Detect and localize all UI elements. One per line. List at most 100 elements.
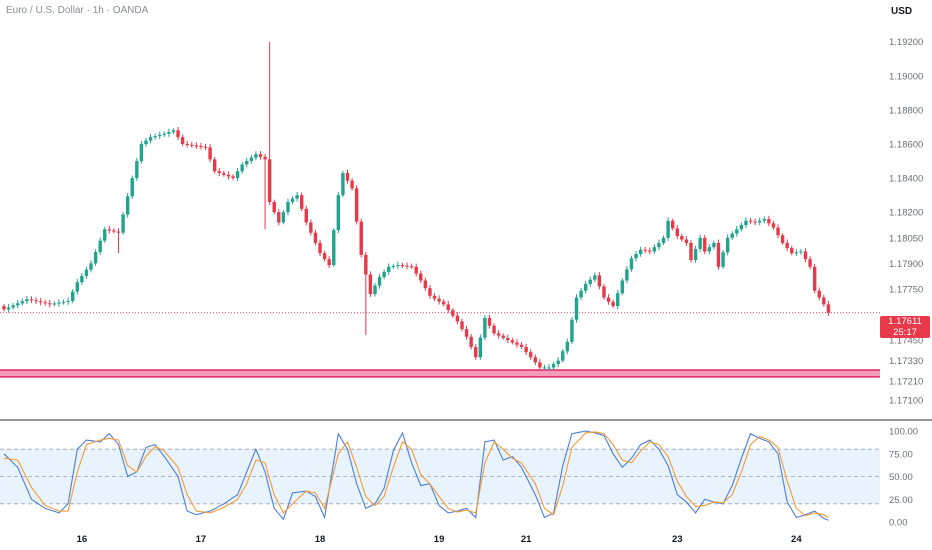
candle bbox=[245, 157, 249, 168]
candle bbox=[309, 219, 313, 236]
time-axis: 16 17 18 19 21 23 24 bbox=[77, 534, 803, 545]
candle-body bbox=[643, 249, 647, 251]
candle-body bbox=[75, 282, 79, 292]
candle-body bbox=[66, 300, 70, 302]
candle-body bbox=[185, 144, 189, 145]
candle bbox=[25, 296, 29, 305]
price-tick-label: 1.17330 bbox=[889, 356, 923, 367]
candle-body bbox=[176, 130, 180, 138]
candle-body bbox=[771, 223, 776, 228]
candle bbox=[725, 234, 730, 256]
candle-body bbox=[190, 144, 194, 146]
candle bbox=[130, 175, 134, 199]
candle-body bbox=[180, 137, 185, 144]
candle-body bbox=[648, 250, 652, 252]
candle bbox=[478, 334, 483, 361]
candle-body bbox=[43, 302, 47, 304]
candle bbox=[556, 357, 560, 368]
candle-body bbox=[588, 279, 592, 284]
candle-body bbox=[290, 198, 295, 202]
candle bbox=[208, 144, 212, 163]
candle-body bbox=[574, 297, 579, 320]
time-tick-label: 21 bbox=[521, 534, 532, 545]
candle bbox=[6, 304, 11, 313]
candle bbox=[561, 349, 565, 363]
candle-body bbox=[561, 351, 565, 361]
candle bbox=[684, 236, 689, 246]
candle bbox=[162, 131, 166, 137]
candle bbox=[799, 248, 803, 255]
candle-body bbox=[762, 219, 766, 221]
candle-body bbox=[153, 136, 157, 138]
candle bbox=[180, 134, 185, 147]
candle-body bbox=[437, 298, 441, 302]
candle bbox=[758, 217, 762, 226]
time-tick-label: 18 bbox=[315, 534, 326, 545]
candle-body bbox=[139, 144, 144, 162]
candle-body bbox=[808, 259, 812, 267]
price-axis: 1.19200 1.19000 1.18800 1.18600 1.18400 1.182… bbox=[889, 37, 923, 406]
candle bbox=[171, 128, 176, 134]
candle bbox=[29, 296, 34, 303]
candle-body bbox=[542, 367, 547, 369]
candle bbox=[538, 359, 542, 371]
candle-body bbox=[730, 233, 734, 238]
candle-body bbox=[112, 230, 116, 232]
candle bbox=[322, 250, 327, 262]
stoch-tick-label: 50.00 bbox=[889, 472, 913, 483]
candle bbox=[80, 273, 84, 285]
candle bbox=[735, 225, 739, 237]
candle-body bbox=[208, 147, 212, 160]
candle-body bbox=[414, 266, 418, 274]
candle bbox=[542, 364, 547, 370]
candle-body bbox=[533, 357, 537, 363]
candle bbox=[98, 237, 102, 255]
candle-body bbox=[336, 195, 341, 231]
candle bbox=[620, 278, 624, 296]
candle bbox=[2, 304, 6, 312]
candle-body bbox=[373, 285, 377, 295]
currency-label[interactable]: USD bbox=[891, 6, 913, 17]
candle bbox=[185, 140, 189, 148]
candle-body bbox=[474, 347, 478, 358]
candle-body bbox=[716, 242, 721, 267]
candle-body bbox=[469, 336, 473, 347]
candle-body bbox=[583, 283, 588, 291]
last-price-tag: 1.17611 25:17 bbox=[880, 316, 930, 338]
candle bbox=[391, 263, 395, 269]
candle-body bbox=[194, 145, 199, 147]
price-tick-label: 1.19200 bbox=[889, 37, 923, 48]
candle-body bbox=[579, 290, 583, 298]
candle-body bbox=[272, 202, 276, 213]
candle-body bbox=[451, 310, 455, 316]
candle-body bbox=[712, 242, 716, 248]
candle-body bbox=[130, 178, 134, 197]
candle bbox=[341, 170, 345, 198]
candle bbox=[222, 170, 226, 177]
candle bbox=[826, 301, 831, 316]
candle-body bbox=[103, 229, 107, 241]
candle bbox=[409, 263, 414, 270]
candle bbox=[455, 312, 460, 325]
candle bbox=[20, 298, 25, 306]
candle-body bbox=[684, 239, 689, 243]
candle bbox=[661, 235, 666, 246]
candle-body bbox=[739, 225, 744, 230]
candle-body bbox=[171, 130, 176, 133]
candle-body bbox=[222, 173, 226, 175]
candle bbox=[593, 272, 597, 283]
candle bbox=[529, 349, 533, 360]
candle bbox=[570, 317, 574, 345]
candle bbox=[300, 192, 304, 212]
candle bbox=[272, 199, 276, 215]
candle bbox=[240, 161, 244, 174]
candle bbox=[689, 240, 693, 263]
time-tick-label: 16 bbox=[77, 534, 88, 545]
candle bbox=[451, 307, 455, 318]
candle bbox=[583, 280, 588, 294]
candle bbox=[721, 250, 725, 269]
time-tick-label: 24 bbox=[791, 534, 802, 545]
price-tick-label: 1.19000 bbox=[889, 71, 923, 82]
candle-body bbox=[258, 154, 263, 157]
